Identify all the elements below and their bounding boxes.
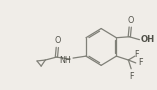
Text: OH: OH [140,35,155,44]
Text: F: F [138,58,143,67]
Text: F: F [134,50,139,59]
Text: O: O [54,36,60,45]
Text: F: F [129,72,133,81]
Text: O: O [127,16,133,25]
Text: NH: NH [60,57,71,66]
